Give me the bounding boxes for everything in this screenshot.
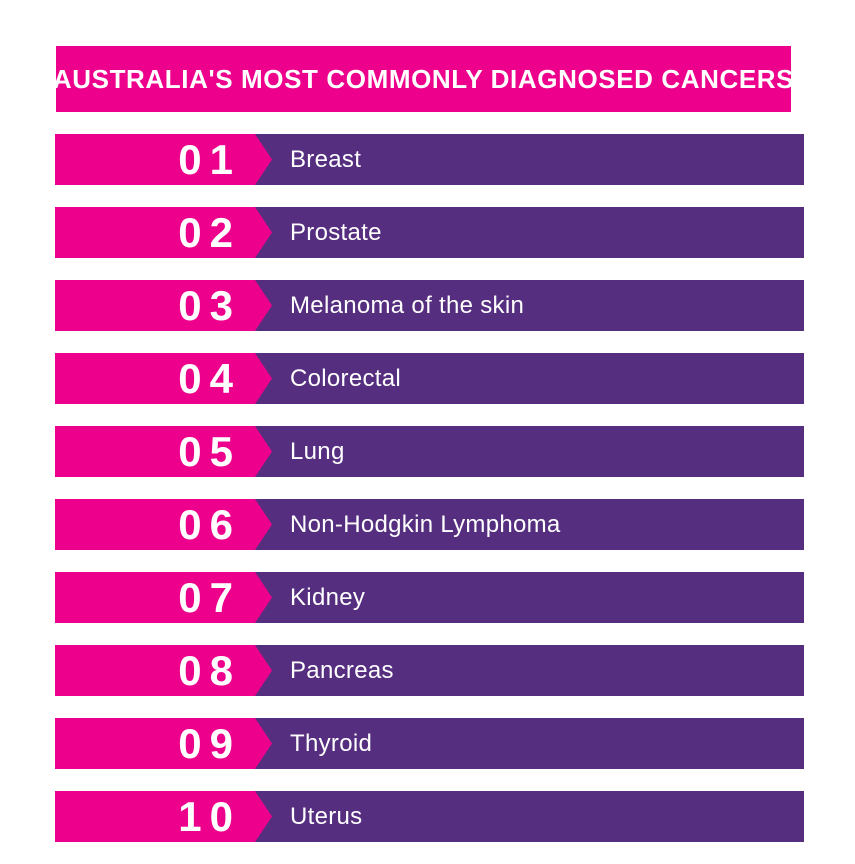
rank-number: 01 xyxy=(178,135,241,183)
cancer-name-bar: Breast xyxy=(255,134,804,185)
rank-number: 05 xyxy=(178,427,241,475)
rank-badge: 06 xyxy=(55,499,255,550)
rank-number: 06 xyxy=(178,500,241,548)
rank-row: Lung 05 xyxy=(55,426,804,477)
rank-badge: 01 xyxy=(55,134,255,185)
rank-badge: 07 xyxy=(55,572,255,623)
rank-badge: 08 xyxy=(55,645,255,696)
rank-number: 04 xyxy=(178,354,241,402)
cancer-name-label: Prostate xyxy=(290,218,382,246)
rank-row: Non-Hodgkin Lymphoma 06 xyxy=(55,499,804,550)
rank-row: Melanoma of the skin 03 xyxy=(55,280,804,331)
rank-number: 02 xyxy=(178,208,241,256)
cancer-name-bar: Thyroid xyxy=(255,718,804,769)
title-bar: AUSTRALIA'S MOST COMMONLY DIAGNOSED CANC… xyxy=(52,46,795,112)
cancer-name-bar: Non-Hodgkin Lymphoma xyxy=(255,499,804,550)
cancer-name-label: Melanoma of the skin xyxy=(290,291,525,319)
cancer-name-label: Colorectal xyxy=(290,364,402,392)
cancer-name-bar: Pancreas xyxy=(255,645,804,696)
rank-badge: 02 xyxy=(55,207,255,258)
ranking-list: Breast 01 Prostate 02 Melanoma of the sk… xyxy=(55,134,804,864)
rank-number: 07 xyxy=(178,573,241,621)
rank-badge: 04 xyxy=(55,353,255,404)
cancer-name-bar: Colorectal xyxy=(255,353,804,404)
rank-badge: 03 xyxy=(55,280,255,331)
rank-row: Thyroid 09 xyxy=(55,718,804,769)
rank-row: Colorectal 04 xyxy=(55,353,804,404)
cancer-name-bar: Melanoma of the skin xyxy=(255,280,804,331)
cancer-name-bar: Kidney xyxy=(255,572,804,623)
rank-badge: 05 xyxy=(55,426,255,477)
rank-row: Uterus 10 xyxy=(55,791,804,842)
cancer-name-label: Pancreas xyxy=(290,656,394,684)
cancer-name-bar: Prostate xyxy=(255,207,804,258)
rank-number: 09 xyxy=(178,719,241,767)
cancer-name-label: Breast xyxy=(290,145,362,173)
cancer-name-label: Thyroid xyxy=(290,729,373,757)
rank-row: Prostate 02 xyxy=(55,207,804,258)
cancer-name-bar: Uterus xyxy=(255,791,804,842)
rank-number: 03 xyxy=(178,281,241,329)
rank-badge: 10 xyxy=(55,791,255,842)
page-title: AUSTRALIA'S MOST COMMONLY DIAGNOSED CANC… xyxy=(52,63,795,94)
cancer-name-label: Kidney xyxy=(290,583,366,611)
rank-row: Kidney 07 xyxy=(55,572,804,623)
rank-row: Pancreas 08 xyxy=(55,645,804,696)
rank-badge: 09 xyxy=(55,718,255,769)
rank-number: 08 xyxy=(178,646,241,694)
cancer-name-label: Non-Hodgkin Lymphoma xyxy=(290,510,561,538)
cancer-name-bar: Lung xyxy=(255,426,804,477)
cancer-name-label: Uterus xyxy=(290,802,363,830)
cancer-name-label: Lung xyxy=(290,437,345,465)
rank-number: 10 xyxy=(178,792,241,840)
rank-row: Breast 01 xyxy=(55,134,804,185)
